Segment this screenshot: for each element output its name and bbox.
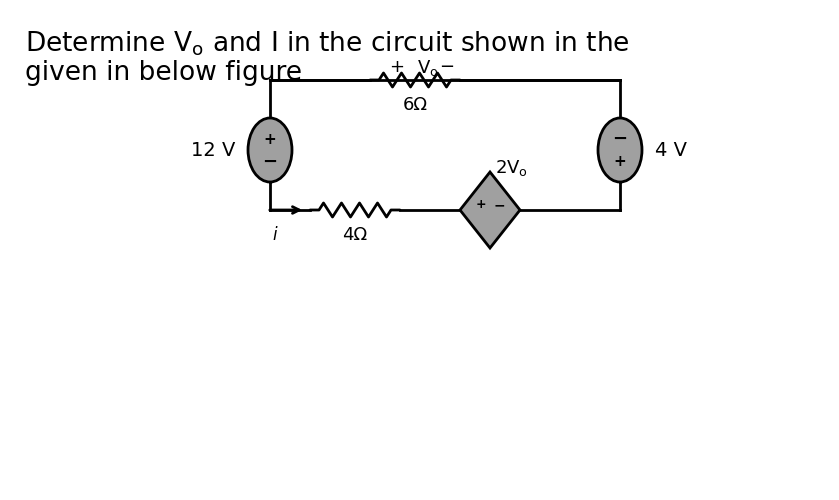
Text: 12 V: 12 V (190, 140, 235, 160)
Ellipse shape (598, 118, 642, 182)
Text: i: i (272, 226, 277, 244)
Text: V$_\mathregular{o}$: V$_\mathregular{o}$ (417, 58, 439, 78)
Text: 4 V: 4 V (655, 140, 687, 160)
Text: −: − (263, 153, 278, 171)
Text: +: + (389, 58, 404, 76)
Text: 2V$_\mathregular{o}$: 2V$_\mathregular{o}$ (495, 158, 528, 178)
Text: given in below figure: given in below figure (25, 60, 302, 86)
Text: 4Ω: 4Ω (342, 226, 367, 244)
Text: −: − (493, 198, 505, 212)
Text: −: − (612, 130, 628, 148)
Text: −: − (440, 58, 455, 76)
Text: 6Ω: 6Ω (403, 96, 428, 114)
Text: +: + (263, 132, 276, 146)
Text: +: + (613, 154, 627, 170)
Text: +: + (476, 198, 487, 211)
Polygon shape (460, 172, 520, 248)
Ellipse shape (248, 118, 292, 182)
Text: Determine V$_\mathregular{o}$ and I in the circuit shown in the: Determine V$_\mathregular{o}$ and I in t… (25, 30, 630, 58)
